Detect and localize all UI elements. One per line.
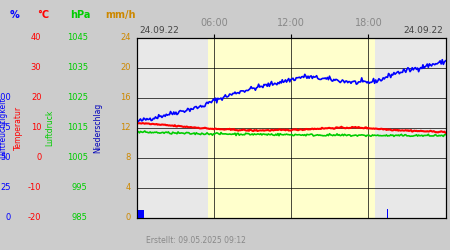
Text: 12: 12 [120, 123, 130, 132]
Text: Luftfeuchtigkeit: Luftfeuchtigkeit [0, 97, 7, 158]
Text: %: % [10, 10, 20, 20]
Text: °C: °C [37, 10, 49, 20]
Text: -10: -10 [28, 183, 41, 192]
Text: 1025: 1025 [67, 93, 88, 102]
Text: 0: 0 [36, 153, 41, 162]
Bar [143, 210, 144, 218]
Text: hPa: hPa [70, 10, 90, 20]
Bar [374, 208, 375, 218]
Bar [141, 210, 142, 218]
Text: 50: 50 [1, 153, 11, 162]
Text: 25: 25 [1, 183, 11, 192]
Text: 1005: 1005 [67, 153, 88, 162]
Text: 75: 75 [0, 123, 11, 132]
Bar [140, 210, 141, 218]
Text: Luftdruck: Luftdruck [45, 109, 54, 146]
Text: 20: 20 [31, 93, 41, 102]
Text: Erstellt: 09.05.2025 09:12: Erstellt: 09.05.2025 09:12 [146, 236, 246, 245]
Text: 4: 4 [125, 183, 130, 192]
Text: 1045: 1045 [67, 33, 88, 42]
Bar [138, 210, 139, 218]
Text: 10: 10 [31, 123, 41, 132]
Text: 24: 24 [120, 33, 130, 42]
Bar [142, 210, 143, 218]
Text: 1035: 1035 [67, 63, 88, 72]
Text: 40: 40 [31, 33, 41, 42]
Text: 995: 995 [72, 183, 88, 192]
Text: 24.09.22: 24.09.22 [404, 26, 443, 35]
Text: 16: 16 [120, 93, 130, 102]
Text: 1015: 1015 [67, 123, 88, 132]
Text: 20: 20 [120, 63, 130, 72]
Text: 985: 985 [72, 213, 88, 222]
Text: Niederschlag: Niederschlag [94, 102, 103, 152]
Text: Temperatur: Temperatur [14, 106, 22, 150]
Bar [385, 208, 386, 218]
Text: -20: -20 [28, 213, 41, 222]
Bar [386, 208, 387, 218]
Text: 8: 8 [125, 153, 130, 162]
Text: 0: 0 [6, 213, 11, 222]
Text: 100: 100 [0, 93, 11, 102]
Bar [137, 38, 446, 218]
Bar [137, 210, 138, 218]
Text: 24.09.22: 24.09.22 [140, 26, 179, 35]
Text: 0: 0 [125, 213, 130, 222]
Bar [208, 38, 375, 218]
Bar [378, 208, 379, 218]
Text: mm/h: mm/h [106, 10, 136, 20]
Text: 30: 30 [31, 63, 41, 72]
Bar [139, 210, 140, 218]
